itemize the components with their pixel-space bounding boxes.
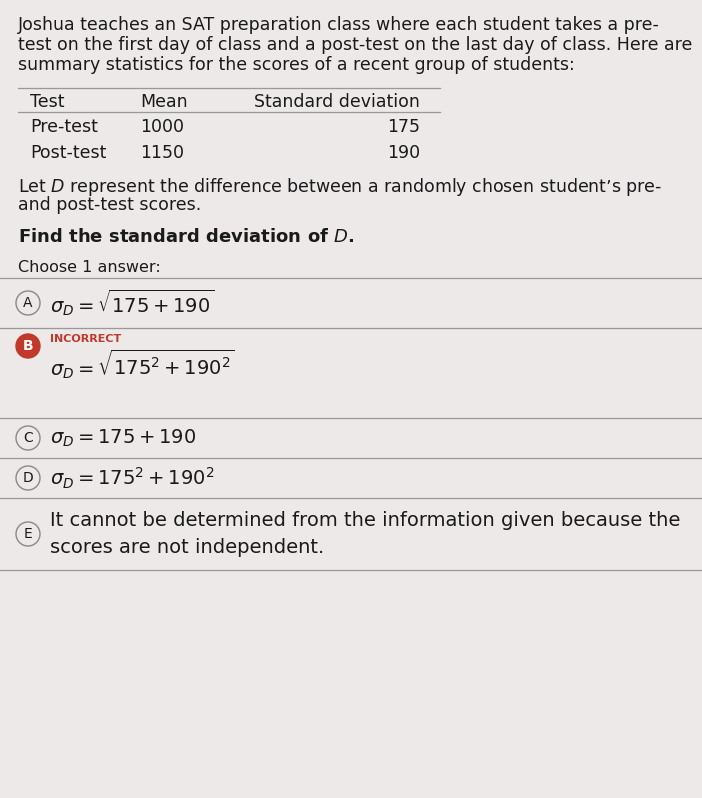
Text: test on the first day of class and a post-test on the last day of class. Here ar: test on the first day of class and a pos… (18, 36, 692, 54)
Text: $\sigma_D = 175 + 190$: $\sigma_D = 175 + 190$ (50, 428, 197, 448)
Text: Mean: Mean (140, 93, 187, 111)
Text: E: E (24, 527, 32, 541)
Text: 1000: 1000 (140, 118, 184, 136)
Text: A: A (23, 296, 33, 310)
Text: $\sigma_D = \sqrt{175 + 190}$: $\sigma_D = \sqrt{175 + 190}$ (50, 288, 214, 318)
Text: Choose 1 answer:: Choose 1 answer: (18, 260, 161, 275)
Text: D: D (22, 471, 34, 485)
Text: Standard deviation: Standard deviation (254, 93, 420, 111)
Text: 175: 175 (387, 118, 420, 136)
Text: 190: 190 (387, 144, 420, 162)
Text: B: B (22, 339, 33, 353)
Text: $\sigma_D = \sqrt{175^2 + 190^2}$: $\sigma_D = \sqrt{175^2 + 190^2}$ (50, 348, 235, 381)
Text: Pre-test: Pre-test (30, 118, 98, 136)
Text: Let $D$ represent the difference between a randomly chosen student’s pre-: Let $D$ represent the difference between… (18, 176, 662, 198)
Circle shape (16, 334, 40, 358)
Text: Find the standard deviation of $D$.: Find the standard deviation of $D$. (18, 228, 355, 246)
Text: Post-test: Post-test (30, 144, 107, 162)
Text: summary statistics for the scores of a recent group of students:: summary statistics for the scores of a r… (18, 56, 575, 74)
Text: and post-test scores.: and post-test scores. (18, 196, 201, 214)
Text: C: C (23, 431, 33, 445)
Text: It cannot be determined from the information given because the
scores are not in: It cannot be determined from the informa… (50, 512, 680, 557)
Text: Test: Test (30, 93, 65, 111)
Text: INCORRECT: INCORRECT (50, 334, 121, 344)
Text: Joshua teaches an SAT preparation class where each student takes a pre-: Joshua teaches an SAT preparation class … (18, 16, 660, 34)
Text: $\sigma_D = 175^2 + 190^2$: $\sigma_D = 175^2 + 190^2$ (50, 465, 215, 491)
Text: 1150: 1150 (140, 144, 184, 162)
